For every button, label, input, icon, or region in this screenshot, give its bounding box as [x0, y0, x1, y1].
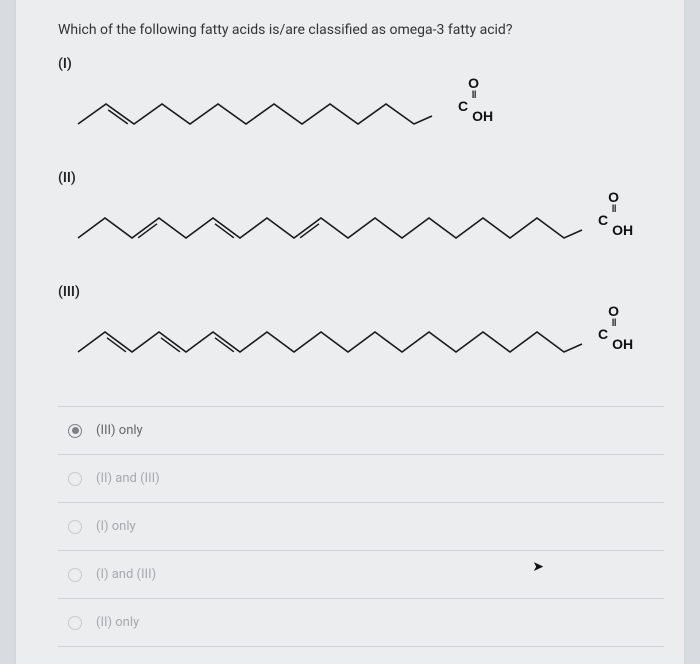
choice-label: (II) only: [96, 615, 139, 630]
carboxyl-group: O‖COH: [598, 304, 629, 341]
carboxyl-group: O‖COH: [458, 76, 489, 113]
carboxyl-group: O‖COH: [598, 190, 629, 227]
structure-2: (II) O‖COH: [58, 170, 664, 262]
answer-choices: ➤ (III) only (II) and (III) (I) only (I) an…: [58, 406, 664, 647]
molecule-chain: [68, 80, 458, 148]
cursor-icon: ➤: [532, 559, 544, 575]
choice-row[interactable]: (I) only: [58, 503, 664, 551]
choice-row[interactable]: (III) only: [58, 407, 664, 455]
molecule-chain: [68, 308, 618, 376]
structure-diagram: O‖COH: [58, 308, 664, 376]
structure-1: (I) O‖COH: [58, 56, 664, 148]
question-text: Which of the following fatty acids is/ar…: [58, 22, 664, 38]
choice-label: (III) only: [96, 423, 143, 438]
structure-label: (I): [58, 56, 664, 72]
structure-diagram: O‖COH: [58, 194, 664, 262]
structure-3: (III) O‖COH: [58, 284, 664, 376]
radio-button[interactable]: [68, 520, 82, 534]
radio-button[interactable]: [68, 472, 82, 486]
structure-label: (III): [58, 284, 664, 300]
choice-label: (I) only: [96, 519, 136, 534]
radio-button[interactable]: [68, 616, 82, 630]
choice-row[interactable]: (I) and (III): [58, 551, 664, 599]
choice-label: (I) and (III): [96, 567, 156, 582]
question-page: Which of the following fatty acids is/ar…: [16, 0, 684, 664]
radio-button[interactable]: [68, 424, 82, 438]
structure-label: (II): [58, 170, 664, 186]
structures-container: (I) O‖COH(II) O‖COH(III) O‖COH: [58, 56, 664, 376]
molecule-chain: [68, 194, 618, 262]
structure-diagram: O‖COH: [58, 80, 664, 148]
choice-label: (II) and (III): [96, 471, 160, 486]
choice-row[interactable]: (II) only: [58, 599, 664, 647]
radio-button[interactable]: [68, 568, 82, 582]
choice-row[interactable]: (II) and (III): [58, 455, 664, 503]
